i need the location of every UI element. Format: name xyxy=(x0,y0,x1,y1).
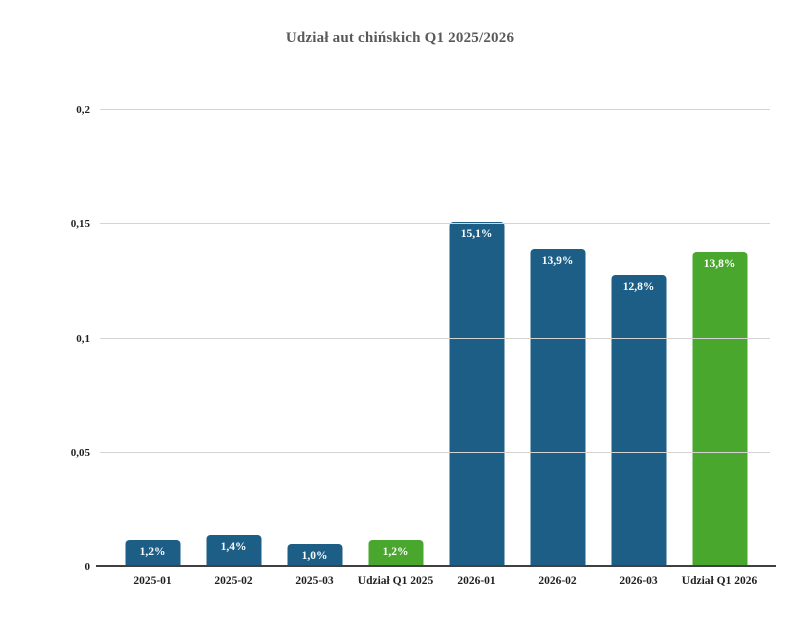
gridline xyxy=(100,109,770,110)
bar: 1,2% xyxy=(368,539,423,567)
plot-area: 1,2% 2025-01 1,4% 2025-02 1,0% 2025-03 1,2% Udz… xyxy=(96,109,776,587)
x-tick-label: Udział Q1 2025 xyxy=(357,575,434,587)
x-tick-label: 2026-03 xyxy=(619,575,658,587)
y-tick-label: 0,05 xyxy=(70,446,90,459)
x-axis-line xyxy=(96,565,776,567)
x-tick-label: 2025-01 xyxy=(133,575,172,587)
bar-slot: 13,8% Udział Q1 2026 xyxy=(679,110,760,587)
y-tick-label: 0,1 xyxy=(76,332,90,345)
bar-value-label: 15,1% xyxy=(460,227,493,240)
y-tick-label: 0,2 xyxy=(76,104,90,116)
bar-value-label: 1,0% xyxy=(301,550,328,563)
x-tick-label: 2025-02 xyxy=(214,575,253,587)
bar: 1,0% xyxy=(287,544,342,567)
gridline xyxy=(100,337,770,339)
y-tick-label: 0,15 xyxy=(70,218,90,231)
gridline xyxy=(100,451,770,453)
bar-slot: 12,8% 2026-03 xyxy=(598,110,679,587)
y-axis-labels: 0 0,05 0,1 0,15 0,2 xyxy=(0,104,90,573)
bar-slot: 1,2% Udział Q1 2025 xyxy=(355,110,436,587)
x-tick-label: Udział Q1 2026 xyxy=(681,575,758,587)
chart-title: Udział aut chińskich Q1 2025/2026 xyxy=(285,30,515,46)
bar-value-label: 1,2% xyxy=(382,545,409,558)
gridline xyxy=(100,223,770,225)
bar-value-label: 12,8% xyxy=(622,280,655,293)
bar: 12,8% xyxy=(611,274,666,567)
bar-slot: 1,0% 2025-03 xyxy=(274,110,355,587)
bar: 15,1% xyxy=(449,221,504,567)
bar: 13,9% xyxy=(530,249,585,567)
bar-slot: 1,4% 2025-02 xyxy=(193,110,274,587)
bar-value-label: 1,2% xyxy=(139,545,166,558)
bar-value-label: 13,8% xyxy=(703,257,736,270)
bar-value-label: 13,9% xyxy=(541,255,574,268)
x-tick-label: 2026-01 xyxy=(457,575,496,587)
bar-slot: 1,2% 2025-01 xyxy=(112,110,193,587)
bar-slot: 13,9% 2026-02 xyxy=(517,110,598,587)
bars-container: 1,2% 2025-01 1,4% 2025-02 1,0% 2025-03 1,2% Udz… xyxy=(112,110,760,587)
bar: 1,2% xyxy=(125,539,180,567)
bar-slot: 15,1% 2026-01 xyxy=(436,110,517,587)
x-tick-label: 2026-02 xyxy=(538,575,577,587)
bar-value-label: 1,4% xyxy=(220,541,247,554)
x-tick-label: 2025-03 xyxy=(295,575,334,587)
bar: 13,8% xyxy=(692,251,747,567)
y-tick-label: 0 xyxy=(84,561,91,573)
bar: 1,4% xyxy=(206,535,261,567)
